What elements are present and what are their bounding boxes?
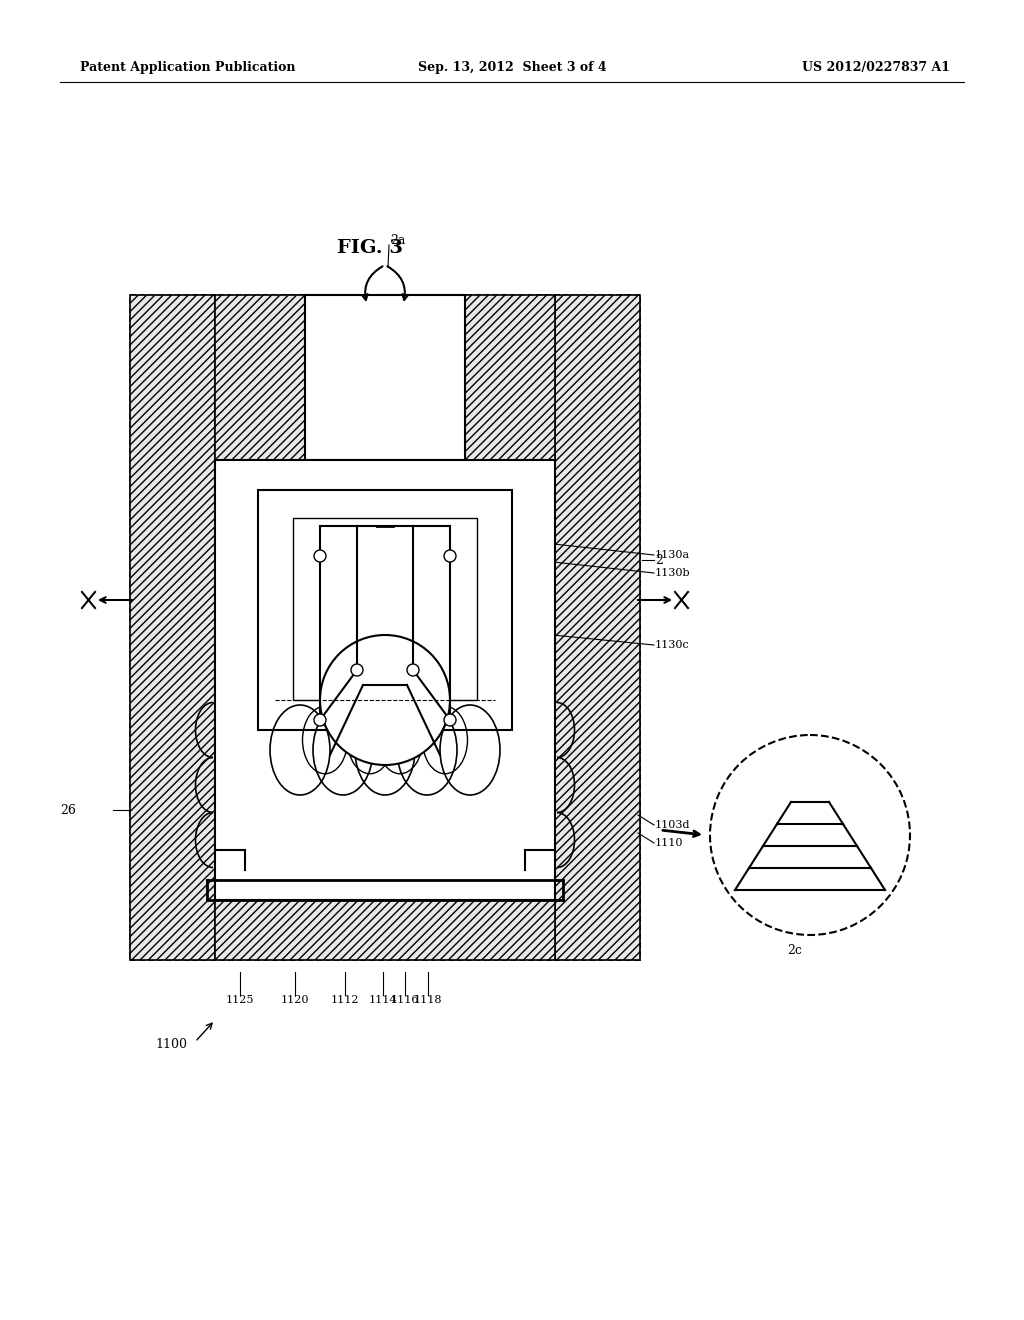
Circle shape (351, 664, 362, 676)
Bar (215, 900, 555, 960)
Text: 1100: 1100 (155, 1039, 187, 1052)
Bar (258, 700, 512, 730)
Text: FIG. 3: FIG. 3 (337, 239, 403, 257)
Circle shape (319, 635, 450, 766)
Text: Patent Application Publication: Patent Application Publication (80, 62, 296, 74)
Text: 1130b: 1130b (655, 568, 690, 578)
Circle shape (444, 714, 456, 726)
Bar (258, 490, 512, 730)
Bar (293, 517, 477, 700)
Bar (130, 294, 640, 960)
Bar (258, 517, 293, 700)
Circle shape (314, 714, 326, 726)
Text: 1112: 1112 (331, 995, 359, 1005)
Text: 1114: 1114 (369, 995, 397, 1005)
Text: 1130a: 1130a (655, 550, 690, 560)
Text: 2: 2 (655, 553, 663, 566)
Bar (258, 490, 512, 517)
Circle shape (710, 735, 910, 935)
Bar (305, 294, 465, 459)
Text: 2a: 2a (390, 234, 406, 247)
Text: 1130c: 1130c (655, 640, 690, 649)
Text: Sep. 13, 2012  Sheet 3 of 4: Sep. 13, 2012 Sheet 3 of 4 (418, 62, 606, 74)
Bar (215, 459, 555, 900)
Text: 1103d: 1103d (655, 820, 690, 830)
Circle shape (444, 550, 456, 562)
Circle shape (407, 664, 419, 676)
Text: US 2012/0227837 A1: US 2012/0227837 A1 (802, 62, 950, 74)
Bar (130, 294, 215, 960)
Text: 2c: 2c (787, 944, 803, 957)
Bar (215, 294, 305, 459)
Text: 1125: 1125 (225, 995, 254, 1005)
Bar (555, 294, 640, 960)
Circle shape (314, 550, 326, 562)
Text: 1116: 1116 (391, 995, 419, 1005)
Text: 1120: 1120 (281, 995, 309, 1005)
Bar (477, 517, 512, 700)
Text: 1110: 1110 (655, 838, 683, 847)
Text: 1118: 1118 (414, 995, 442, 1005)
Text: 26: 26 (60, 804, 76, 817)
Bar (465, 294, 555, 459)
